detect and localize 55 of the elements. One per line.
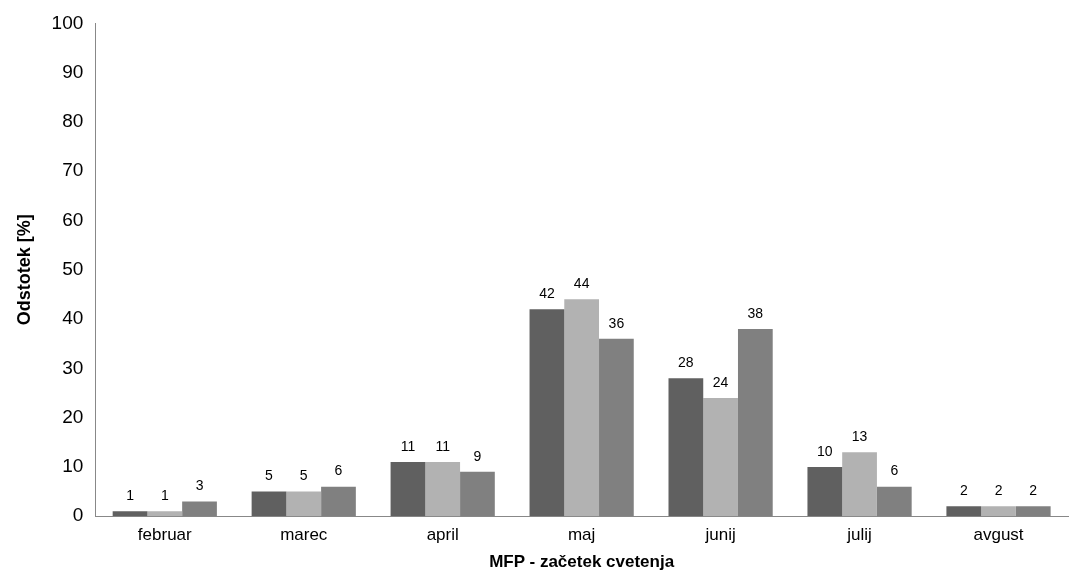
x-tick-label: februar xyxy=(137,525,193,545)
data-label: 6 xyxy=(890,462,899,479)
bar xyxy=(251,491,287,517)
bar xyxy=(425,461,461,517)
bar xyxy=(946,506,982,517)
y-tick-label: 90 xyxy=(62,60,84,82)
data-label: 3 xyxy=(195,477,204,494)
bar xyxy=(842,452,877,517)
data-label: 11 xyxy=(435,437,451,454)
data-label: 2 xyxy=(994,482,1003,499)
bar xyxy=(112,511,148,517)
data-label: 11 xyxy=(400,437,416,454)
x-axis-title: MFP - začetek cvetenja xyxy=(489,552,675,572)
data-label: 2 xyxy=(1029,482,1038,499)
data-label: 9 xyxy=(473,447,482,464)
x-tick-label: avgust xyxy=(973,525,1024,545)
x-tick-label: junij xyxy=(704,525,736,545)
y-axis-title: Odstotek [%] xyxy=(13,214,34,326)
bar xyxy=(147,511,183,517)
bar xyxy=(703,397,738,517)
bar xyxy=(529,309,565,517)
y-tick-label: 50 xyxy=(62,258,84,280)
data-label: 10 xyxy=(817,442,833,459)
x-tick-label: julij xyxy=(846,525,872,545)
bar xyxy=(807,466,843,517)
data-label: 38 xyxy=(747,304,764,321)
data-label: 44 xyxy=(573,275,590,292)
bar xyxy=(981,506,1016,517)
y-tick-label: 100 xyxy=(51,11,84,33)
y-tick-label: 30 xyxy=(62,356,84,378)
data-label: 13 xyxy=(851,428,868,444)
bar xyxy=(564,299,600,517)
y-tick-label: 0 xyxy=(72,504,84,526)
data-label: 6 xyxy=(334,462,343,479)
data-label: 28 xyxy=(678,354,694,371)
data-label: 1 xyxy=(126,487,135,504)
y-tick-label: 40 xyxy=(62,307,84,329)
data-label: 42 xyxy=(539,285,555,302)
x-tick-label: maj xyxy=(567,525,596,545)
data-label: 5 xyxy=(265,467,274,484)
bar xyxy=(286,491,322,517)
x-tick-label: april xyxy=(426,525,459,545)
y-tick-label: 80 xyxy=(62,110,84,132)
y-tick-label: 10 xyxy=(62,455,84,477)
bar xyxy=(668,378,704,517)
data-label: 36 xyxy=(608,314,625,331)
y-tick-label: 20 xyxy=(62,405,84,427)
data-label: 24 xyxy=(712,373,729,390)
x-tick-label: marec xyxy=(280,525,328,545)
data-label: 2 xyxy=(959,482,968,499)
bar xyxy=(390,461,426,517)
y-tick-label: 70 xyxy=(62,159,84,181)
data-label: 1 xyxy=(160,487,169,504)
data-label: 5 xyxy=(299,467,308,484)
y-tick-label: 60 xyxy=(62,208,84,230)
